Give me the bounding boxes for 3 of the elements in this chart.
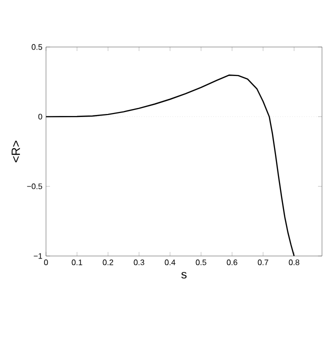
- line-series: [46, 74, 295, 256]
- x-axis-title: s: [181, 272, 187, 279]
- y-axis-title: <R>: [12, 140, 20, 162]
